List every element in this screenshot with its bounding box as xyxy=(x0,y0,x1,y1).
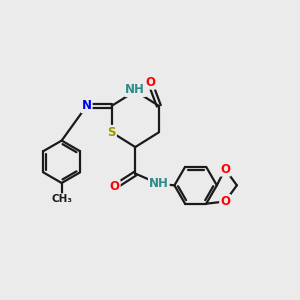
Text: N: N xyxy=(82,99,92,112)
Text: CH₃: CH₃ xyxy=(51,194,72,204)
Text: O: O xyxy=(220,195,230,208)
Text: O: O xyxy=(220,163,230,176)
Text: O: O xyxy=(145,76,155,89)
Text: S: S xyxy=(107,126,116,139)
Text: O: O xyxy=(110,180,120,193)
Text: NH: NH xyxy=(149,177,169,190)
Text: NH: NH xyxy=(125,83,145,96)
